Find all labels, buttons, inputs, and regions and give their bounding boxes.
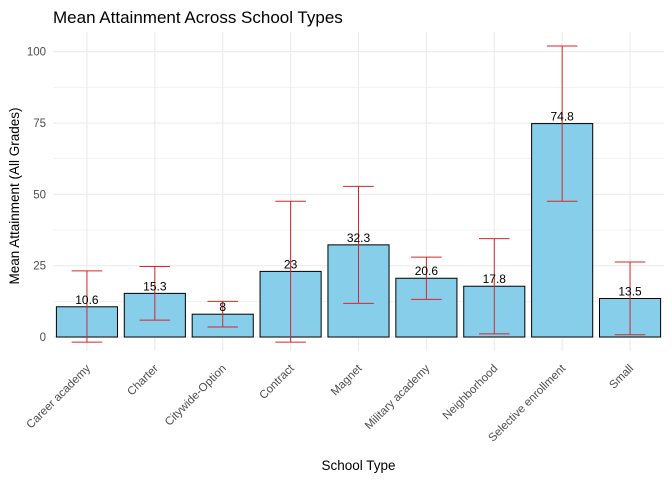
chart-title: Mean Attainment Across School Types (53, 8, 343, 27)
y-tick-label: 50 (33, 189, 46, 201)
x-axis-title: School Type (321, 458, 395, 473)
bar-value-label: 32.3 (347, 231, 371, 245)
error-bar (343, 185, 374, 304)
x-tick-label: Small (607, 363, 636, 392)
x-tick-label: Selective enrollment (487, 362, 569, 444)
y-tick-label: 75 (33, 118, 46, 130)
error-bar (546, 45, 578, 202)
error-bars (71, 45, 646, 343)
x-axis-ticks: Career academy Charter Citywide-Option Cont… (24, 362, 636, 444)
error-bar (139, 266, 171, 321)
bar-value-label: 8 (219, 300, 226, 314)
data-labels: 10.6 15.3 8 23 32.3 20.6 17.8 74.8 13.5 (75, 110, 642, 315)
x-tick-label: Neighborhood (441, 363, 501, 423)
error-bar (614, 261, 646, 336)
x-tick-label: Citywide-Option (163, 363, 229, 429)
bar-value-label: 17.8 (483, 272, 507, 286)
bar-value-label: 23 (284, 257, 298, 271)
error-bar (71, 270, 103, 343)
x-tick-label: Magnet (329, 362, 365, 398)
x-tick-label: Contract (258, 362, 298, 402)
bar-value-label: 15.3 (143, 279, 167, 293)
bar-value-label: 13.5 (618, 284, 642, 298)
bar-value-label: 74.8 (550, 110, 574, 124)
bar-value-label: 10.6 (75, 293, 99, 307)
y-axis-title: Mean Attainment (All Grades) (7, 107, 22, 284)
y-axis-ticks: 0 25 50 75 100 (27, 47, 46, 344)
y-tick-label: 0 (40, 332, 46, 344)
bar-value-label: 20.6 (415, 264, 439, 278)
error-bar (275, 200, 306, 343)
bars (55, 123, 662, 338)
y-tick-label: 25 (33, 261, 46, 273)
error-bar (411, 256, 442, 300)
error-bar (207, 300, 238, 328)
error-bar (479, 238, 510, 335)
y-tick-label: 100 (27, 47, 46, 59)
x-tick-label: Career academy (24, 362, 93, 431)
x-tick-label: Charter (125, 363, 161, 399)
x-tick-label: Military academy (363, 362, 433, 432)
